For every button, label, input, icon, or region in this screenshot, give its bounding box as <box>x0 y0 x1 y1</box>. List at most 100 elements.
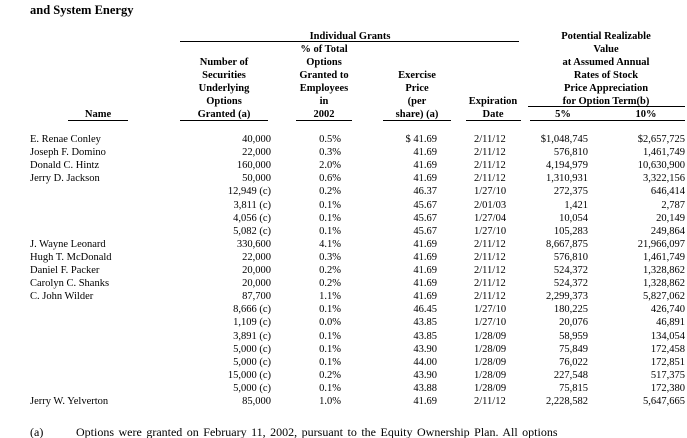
table-cell: 1,328,862 <box>643 278 685 290</box>
table-cell: Jerry D. Jackson <box>30 173 100 185</box>
table-cell: 1/28/09 <box>474 356 507 368</box>
table-cell: 2/11/12 <box>474 160 506 172</box>
column-header: Granted to <box>299 70 349 81</box>
group-header: Rates of Stock <box>573 70 639 81</box>
rule <box>530 120 685 121</box>
column-header: Options <box>306 57 342 68</box>
table-cell: 85,000 <box>242 396 271 407</box>
table-cell: Hugh T. McDonald <box>30 251 112 263</box>
table-cell: 524,372 <box>553 278 588 290</box>
table-cell: 0.2% <box>319 278 341 290</box>
table-cell: 0.1% <box>319 382 341 394</box>
table-cell: 2/11/12 <box>474 278 506 290</box>
table-cell: 5,082 (c) <box>233 225 271 237</box>
table-cell: 41.69 <box>413 278 437 290</box>
table-cell: 75,849 <box>559 343 588 355</box>
table-cell: Donald C. Hintz <box>30 160 100 172</box>
table-cell: 1,310,931 <box>546 173 588 185</box>
table-cell: 46.45 <box>413 304 437 316</box>
table-cell: Carolyn C. Shanks <box>30 278 110 290</box>
table-cell: 105,283 <box>553 225 588 237</box>
table-cell: 172,380 <box>650 382 685 394</box>
rule <box>68 120 128 121</box>
table-cell: 272,375 <box>553 186 588 198</box>
table-cell: 1,328,862 <box>643 265 685 276</box>
group-header: Price Appreciation <box>563 83 649 94</box>
table-cell: 1,461,749 <box>643 147 685 159</box>
table-cell: 0.6% <box>319 173 341 185</box>
table-cell: 426,740 <box>650 304 685 316</box>
table-cell: 20,076 <box>559 317 588 329</box>
table-cell: 517,375 <box>650 369 685 381</box>
table-cell: 1,109 (c) <box>233 317 271 329</box>
group-header: Individual Grants <box>309 31 391 42</box>
table-cell: 1/27/04 <box>474 212 507 224</box>
table-cell: 3,322,156 <box>643 173 685 185</box>
table-cell: 45.67 <box>413 212 437 224</box>
table-cell: 2/01/03 <box>474 199 507 211</box>
table-cell: 8,667,875 <box>546 238 588 250</box>
table-cell: 41.69 <box>413 291 437 303</box>
table-cell: 87,700 <box>242 291 271 303</box>
table-cell: 0.1% <box>319 199 341 211</box>
table-cell: 75,815 <box>559 382 588 394</box>
table-cell: 0.3% <box>319 147 341 159</box>
rule <box>180 120 268 121</box>
table-cell: 43.90 <box>413 369 437 381</box>
table-cell: 0.1% <box>319 225 341 237</box>
column-header: in <box>319 96 329 107</box>
table-cell: 41.69 <box>413 251 437 263</box>
table-cell: 0.1% <box>319 343 341 355</box>
column-header: Number of <box>199 57 249 68</box>
table-cell: 10,630,900 <box>637 160 685 172</box>
table-cell: Joseph F. Domino <box>30 147 106 159</box>
column-header: Name <box>84 109 112 120</box>
table-cell: 41.69 <box>413 265 437 276</box>
table-cell: 0.2% <box>319 369 341 381</box>
table-cell: 1.0% <box>319 396 341 407</box>
table-cell: 2,787 <box>661 199 685 211</box>
table-cell: 43.85 <box>413 317 437 329</box>
column-header: % of Total <box>300 44 348 55</box>
table-cell: 0.1% <box>319 304 341 316</box>
table-cell: 8,666 (c) <box>233 304 271 316</box>
table-cell: 1/28/09 <box>474 369 507 381</box>
rule <box>383 120 451 121</box>
table-cell: 524,372 <box>553 265 588 276</box>
table-cell: $1,048,745 <box>540 134 588 145</box>
table-cell: 20,000 <box>242 278 271 290</box>
table-cell: Daniel F. Packer <box>30 265 100 276</box>
table-cell: 5,827,062 <box>643 291 685 303</box>
table-cell: 20,000 <box>242 265 271 276</box>
table-cell: 0.1% <box>319 330 341 342</box>
table-cell: 646,414 <box>650 186 685 198</box>
table-cell: 58,959 <box>559 330 588 342</box>
table-cell: Jerry W. Yelverton <box>30 396 109 407</box>
table-cell: 22,000 <box>242 251 271 263</box>
table-cell: 1/28/09 <box>474 343 507 355</box>
column-header: Employees <box>299 83 349 94</box>
table-cell: 2/11/12 <box>474 251 506 263</box>
rule <box>296 120 352 121</box>
table-cell: 576,810 <box>553 147 588 159</box>
group-header: Value <box>593 44 619 55</box>
table-cell: 50,000 <box>242 173 271 185</box>
table-cell: 15,000 (c) <box>227 369 271 381</box>
table-cell: 2/11/12 <box>474 265 506 276</box>
table-cell: 1/28/09 <box>474 330 507 342</box>
table-cell: 2/11/12 <box>474 147 506 159</box>
table-cell: 76,022 <box>559 356 588 368</box>
table-cell: 1.1% <box>319 291 341 303</box>
table-cell: J. Wayne Leonard <box>30 238 106 250</box>
column-header: Options <box>206 96 242 107</box>
column-header: Date <box>482 109 504 120</box>
table-cell: 1/27/10 <box>474 225 507 237</box>
table-cell: 160,000 <box>236 160 271 172</box>
footnote-label: (a) <box>30 425 44 438</box>
table-cell: 20,149 <box>656 212 685 224</box>
table-cell: 45.67 <box>413 199 437 211</box>
table-cell: 227,548 <box>553 369 588 381</box>
table-cell: 134,054 <box>650 330 685 342</box>
table-cell: 22,000 <box>242 147 271 159</box>
